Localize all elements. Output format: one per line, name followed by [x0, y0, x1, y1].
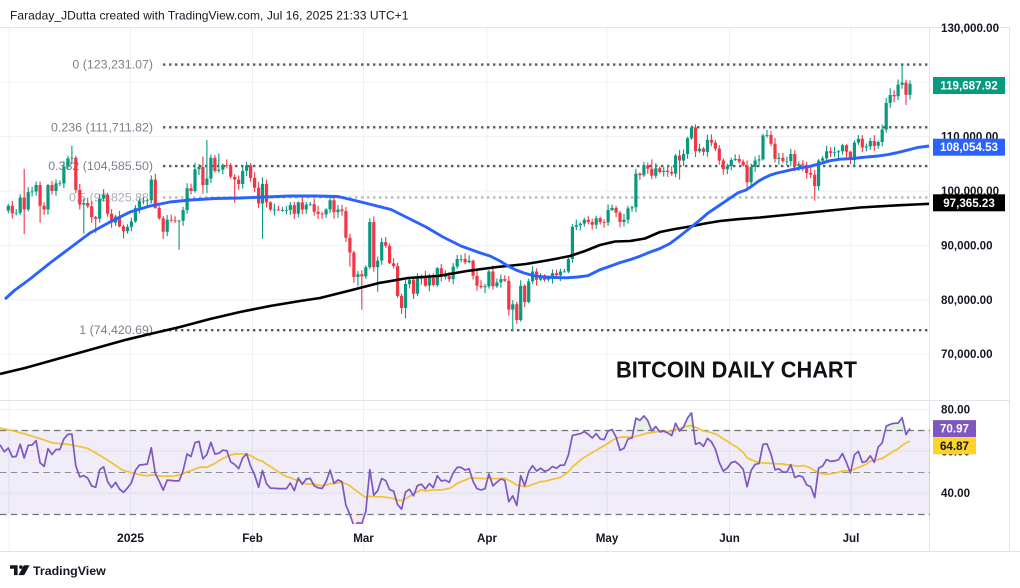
svg-text:Jun: Jun: [719, 532, 740, 545]
svg-text:0.5 (98,825.88): 0.5 (98,825.88): [69, 190, 153, 204]
svg-text:80,000.00: 80,000.00: [941, 294, 993, 307]
svg-text:0.236 (111,711.82): 0.236 (111,711.82): [51, 120, 153, 134]
svg-text:Apr: Apr: [477, 532, 497, 545]
svg-text:TradingView: TradingView: [33, 564, 106, 578]
svg-text:Mar: Mar: [353, 532, 374, 545]
svg-text:BITCOIN DAILY CHART: BITCOIN DAILY CHART: [616, 357, 858, 383]
svg-text:64.87: 64.87: [940, 440, 969, 453]
svg-text:119,687.92: 119,687.92: [940, 80, 997, 93]
svg-text:90,000.00: 90,000.00: [941, 239, 993, 252]
svg-text:Faraday_JDutta created with Tr: Faraday_JDutta created with TradingView.…: [10, 9, 409, 23]
svg-text:1 (74,420.69): 1 (74,420.69): [79, 323, 153, 337]
svg-text:70,000.00: 70,000.00: [941, 348, 993, 361]
svg-text:80.00: 80.00: [941, 404, 970, 417]
svg-text:Feb: Feb: [242, 532, 263, 545]
svg-text:130,000.00: 130,000.00: [941, 22, 999, 35]
svg-text:Jul: Jul: [843, 532, 860, 545]
svg-text:40.00: 40.00: [941, 487, 970, 500]
svg-text:2025: 2025: [117, 531, 144, 545]
svg-text:May: May: [596, 532, 619, 545]
svg-text:70.97: 70.97: [940, 423, 969, 436]
svg-text:0 (123,231.07): 0 (123,231.07): [72, 58, 153, 72]
svg-text:97,365.23: 97,365.23: [943, 197, 995, 210]
svg-text:108,054.53: 108,054.53: [940, 141, 999, 154]
